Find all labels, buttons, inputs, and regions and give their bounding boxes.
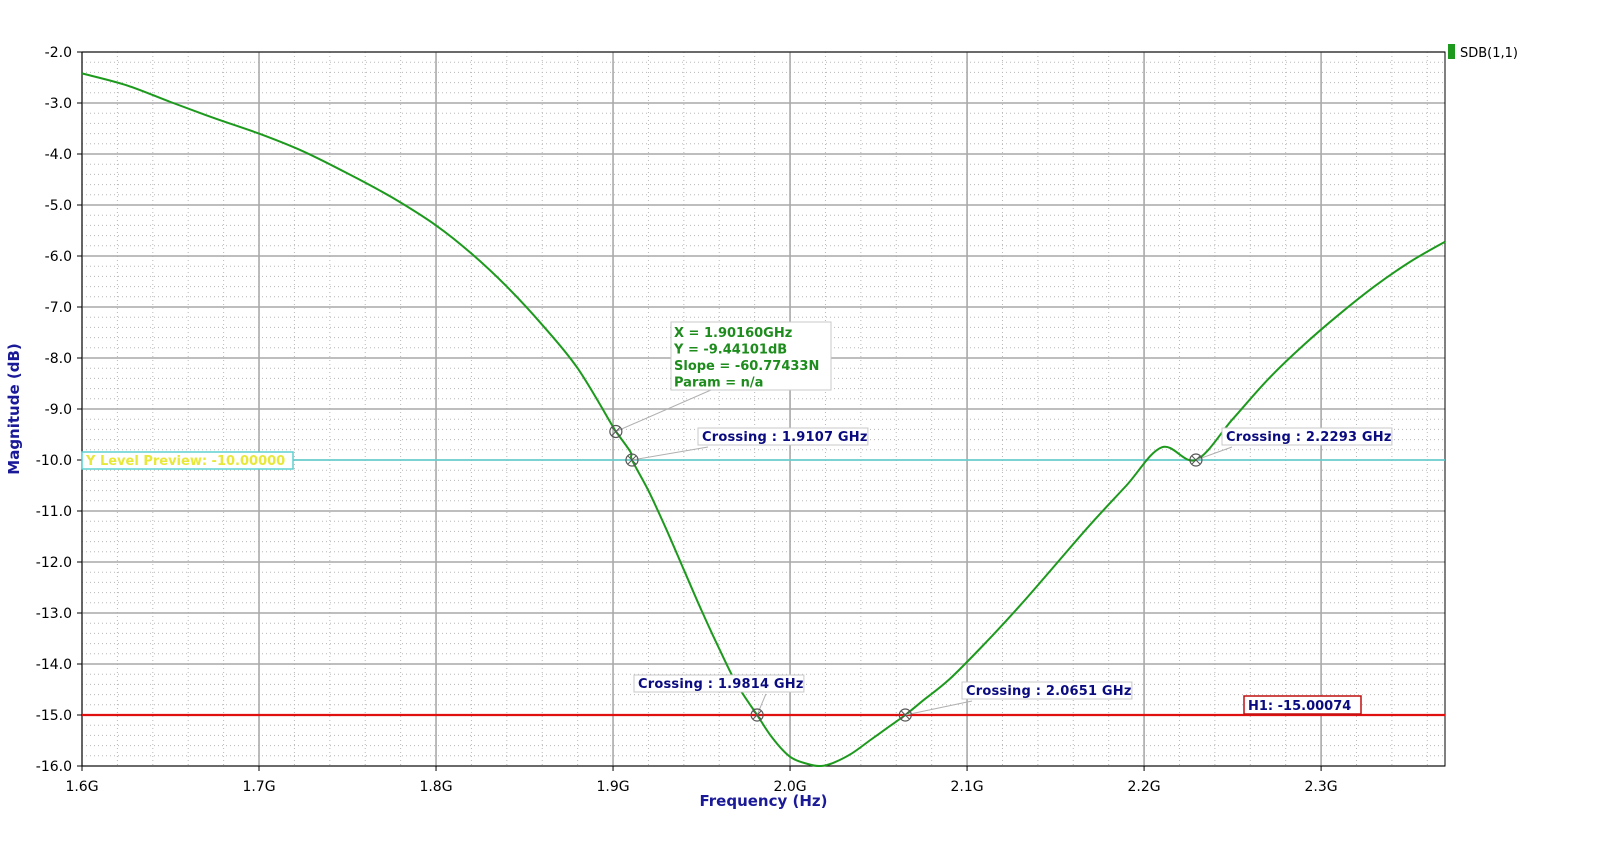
point-marker-circle[interactable] (609, 424, 623, 439)
x-tick-label: 2.2G (1128, 779, 1161, 795)
series-layer[interactable] (81, 72, 1446, 768)
y-axis-ticks: -2.0 -3.0 -4.0 -5.0 -6.0 -7.0 -8.0 -9.0 -10.0 -11… (36, 45, 82, 775)
crossing-marker[interactable]: Crossing : 2.2293 GHz (1189, 427, 1393, 467)
point-marker-leader (615, 389, 712, 432)
crossing-label: Crossing : 1.9814 GHz (638, 677, 804, 692)
x-tick-label: 1.8G (419, 779, 452, 795)
crossing-leader-line (905, 700, 973, 716)
point-marker-info-line: Slope = -60.77433N (674, 359, 819, 374)
h1-label[interactable]: H1: -15.00074 (1243, 695, 1362, 715)
y-tick-label: -8.0 (45, 351, 72, 367)
y-tick-label: -11.0 (36, 504, 72, 520)
crossing-marker[interactable]: Crossing : 2.0651 GHz (898, 681, 1133, 722)
x-axis-ticks: 1.6G 1.7G 1.8G 1.9G 2.0G 2.1G 2.2G 2.3G (65, 766, 1338, 795)
horizontal-markers[interactable]: Y Level Preview: -10.00000 H1: -15.00074 (81, 451, 1445, 717)
x-tick-label: 1.7G (242, 779, 275, 795)
y-tick-label: -3.0 (45, 96, 72, 112)
x-tick-label: 2.0G (773, 779, 806, 795)
crossing-point-cross (627, 455, 637, 465)
h1-label-text: H1: -15.00074 (1248, 699, 1351, 714)
y-tick-label: -2.0 (45, 45, 72, 61)
crossing-point-cross (752, 710, 762, 720)
crossing-label-box (1221, 427, 1393, 446)
legend[interactable]: SDB(1,1) (1448, 44, 1518, 61)
x-axis-title: Frequency (Hz) (699, 792, 827, 810)
x-tick-label: 1.9G (596, 779, 629, 795)
crossing-label: Crossing : 2.0651 GHz (966, 684, 1132, 699)
crossing-label-box (961, 681, 1133, 700)
crossing-label: Crossing : 2.2293 GHz (1226, 430, 1392, 445)
y-tick-label: -12.0 (36, 555, 72, 571)
legend-label[interactable]: SDB(1,1) (1460, 46, 1518, 61)
crossing-point[interactable] (750, 708, 764, 722)
point-marker-info-line: Param = n/a (674, 376, 763, 391)
y-tick-label: -14.0 (36, 657, 72, 673)
crossing-label-box (633, 674, 805, 693)
y-level-preview-text: Y Level Preview: -10.00000 (85, 454, 285, 469)
y-level-preview-box (81, 451, 294, 470)
crossing-point[interactable] (898, 708, 912, 722)
crossing-label-box (697, 427, 869, 446)
x-tick-label: 2.1G (951, 779, 984, 795)
y-tick-label: -15.0 (36, 708, 72, 724)
crossing-leader-line (631, 446, 709, 461)
legend-swatch[interactable] (1448, 44, 1455, 59)
y-tick-label: -9.0 (45, 402, 72, 418)
point-marker-info-line: Y = -9.44101dB (673, 343, 787, 358)
y-tick-label: -10.0 (36, 453, 72, 469)
y-tick-label: -13.0 (36, 606, 72, 622)
x-tick-label: 1.6G (65, 779, 98, 795)
series-line-sdb11[interactable] (81, 72, 1446, 768)
crossing-marker[interactable]: Crossing : 1.9814 GHz (633, 674, 805, 722)
y-level-preview-label: Y Level Preview: -10.00000 (81, 451, 294, 470)
point-marker-cross (611, 427, 621, 436)
crossing-label: Crossing : 1.9107 GHz (702, 430, 868, 445)
point-marker-info-line: X = 1.90160GHz (674, 326, 792, 341)
crossing-point-cross (1191, 455, 1201, 465)
crossing-leader-line (756, 693, 767, 716)
y-tick-label: -5.0 (45, 198, 72, 214)
x-tick-label: 2.3G (1305, 779, 1338, 795)
crossing-marker[interactable]: Crossing : 1.9107 GHz (625, 427, 869, 467)
crossing-point-cross (900, 710, 910, 720)
y-tick-label: -7.0 (45, 300, 72, 316)
crossing-point[interactable] (625, 453, 639, 467)
y-tick-label: -16.0 (36, 759, 72, 775)
point-marker-info-box (670, 321, 832, 391)
y-axis-title: Magnitude (dB) (5, 343, 23, 474)
h1-label-box (1243, 695, 1362, 715)
crossing-point[interactable] (1189, 453, 1203, 467)
y-tick-label: -6.0 (45, 249, 72, 265)
crossing-markers[interactable]: Crossing : 1.9107 GHz Crossing : 2.2293 G… (625, 427, 1393, 722)
y-tick-label: -4.0 (45, 147, 72, 163)
